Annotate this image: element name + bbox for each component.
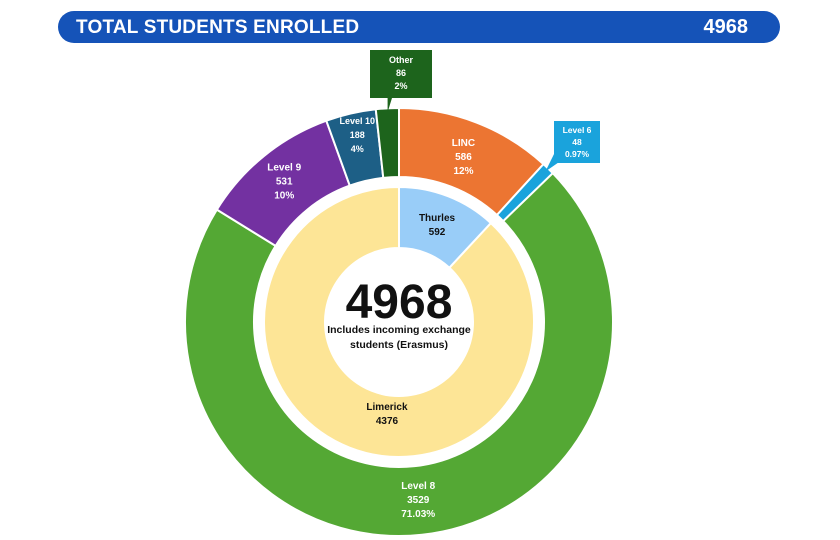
label-linc: LINC 586 12% bbox=[452, 138, 475, 177]
header-title: TOTAL STUDENTS ENROLLED bbox=[76, 17, 360, 38]
label-limerick: Limerick 4376 bbox=[366, 402, 408, 427]
center-summary: 4968 Includes incoming exchange students… bbox=[327, 276, 471, 351]
inner-slice-limerick bbox=[263, 185, 535, 458]
label-level-10: Level 10 188 4% bbox=[339, 116, 375, 154]
header-banner: TOTAL STUDENTS ENROLLED 4968 bbox=[58, 11, 780, 43]
label-thurles: Thurles 592 bbox=[419, 213, 456, 238]
outer-ring bbox=[184, 106, 614, 537]
callout-box-other bbox=[370, 50, 432, 98]
label-level-6: Level 6 48 0.97% bbox=[563, 125, 592, 159]
outer-slice-level-8 bbox=[184, 171, 614, 537]
callout-pointer-other bbox=[387, 98, 392, 113]
label-level-8: Level 8 3529 71.03% bbox=[401, 481, 435, 520]
header-total: 4968 bbox=[703, 16, 749, 38]
center-note-line2: students (Erasmus) bbox=[350, 339, 448, 351]
center-note-line1: Includes incoming exchange bbox=[327, 324, 471, 336]
inner-ring bbox=[263, 185, 535, 458]
callout-box-level-6 bbox=[554, 121, 600, 163]
outer-slice-other bbox=[374, 106, 400, 179]
slice-labels: LINC 586 12% Level 8 3529 71.03% Level 9 531 10%… bbox=[267, 50, 600, 520]
label-level-9: Level 9 531 10% bbox=[267, 163, 301, 202]
center-total: 4968 bbox=[346, 276, 453, 329]
label-other: Other 86 2% bbox=[389, 55, 414, 91]
